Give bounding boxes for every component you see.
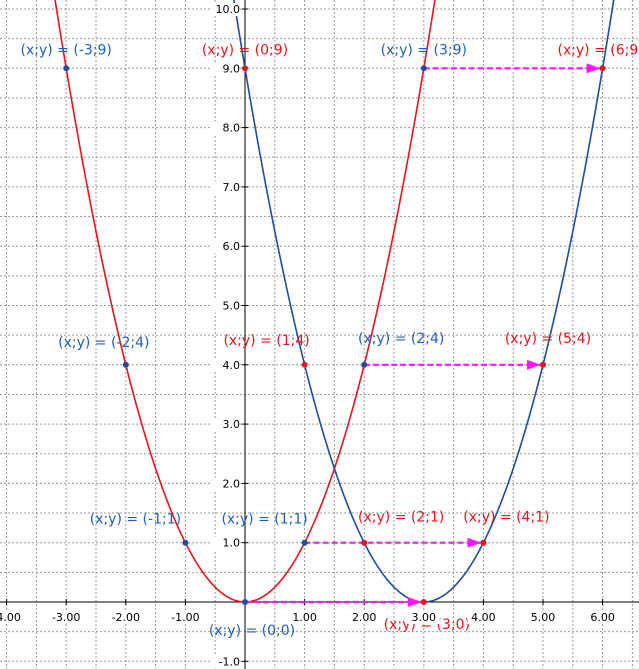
data-point: [63, 65, 70, 72]
data-point: [420, 599, 427, 605]
x-tick-label-bg: [348, 611, 381, 624]
y-tick-label-bg: [210, 418, 240, 432]
point-label: (x;y) = (1;4): [223, 333, 309, 349]
y-tick-label: 8.0: [223, 122, 241, 135]
x-tick-label: 5.00: [531, 611, 556, 624]
x-tick-label: -2.00: [112, 611, 140, 624]
data-point: [122, 361, 129, 368]
point-label: (x;y) = (0;0): [209, 623, 295, 639]
data-point: [540, 361, 546, 368]
x-tick-label-bg: [169, 611, 202, 624]
y-tick-label: 5.0: [223, 300, 241, 313]
point-label: (x;y) = (1;1): [221, 512, 307, 528]
y-tick-label: 4.0: [223, 359, 241, 372]
point-label: (x;y) = (0;9): [202, 42, 288, 58]
data-point: [301, 361, 308, 368]
x-tick-label-bg: [467, 611, 500, 624]
point-labels: (x;y) = (-3;9) (x;y) = (0;9) (x;y) = (3;9)…: [21, 42, 639, 639]
point-label: (x;y) = (-1;1): [90, 512, 181, 528]
point-label: (x;y) = (-3;9): [21, 42, 112, 58]
y-tick-label: 10.0: [216, 3, 241, 16]
x-tick-label-bg: [50, 611, 83, 624]
point-label: (x;y) = (3;9): [381, 42, 467, 58]
y-tick-label-bg: [210, 358, 240, 372]
y-tick-label-bg: [210, 3, 240, 16]
x-tick-label: 4.00: [471, 611, 496, 624]
y-tick-label-bg: [210, 180, 240, 194]
data-point: [361, 539, 368, 546]
data-point: [242, 65, 248, 72]
data-point: [480, 539, 487, 546]
x-tick-label-bg: [109, 611, 142, 624]
shift-arrows: [245, 63, 601, 607]
point-label: (x;y) = (4;1): [463, 510, 549, 526]
y-tick-label: 6.0: [223, 240, 241, 253]
x-tick-label-bg: [0, 611, 23, 624]
y-tick-label-bg: [210, 536, 240, 550]
point-label: (x;y) = (-2;4): [58, 335, 149, 351]
x-tick-label: 3.00: [412, 611, 437, 624]
series-line-1: [233, 0, 615, 603]
y-tick-label: 1.0: [223, 537, 241, 550]
y-tick-label: 7.0: [223, 181, 241, 194]
data-point: [361, 361, 368, 368]
data-point: [599, 65, 606, 72]
point-label: (x;y) = (2;4): [358, 331, 444, 347]
x-tick-label-bg: [407, 611, 440, 624]
point-label: (x;y) = (6;9): [557, 42, 639, 58]
data-point: [420, 65, 427, 72]
y-tick-label-bg: [210, 62, 240, 76]
y-tick-label-bg: [210, 655, 240, 669]
y-tick-label: 2.0: [223, 477, 241, 490]
point-label: (x;y) = (3;0): [384, 617, 470, 633]
x-tick-label: -1.00: [171, 611, 199, 624]
data-point: [242, 599, 248, 605]
y-tick-label: 9.0: [223, 62, 241, 75]
x-tick-label-bg: [288, 611, 321, 624]
data-point: [182, 539, 189, 546]
series-line-0: [54, 0, 436, 603]
x-tick-label-bg: [527, 611, 559, 624]
x-tick-label: 1.00: [292, 611, 317, 624]
y-tick-label-bg: [210, 121, 240, 135]
x-tick-label-bg: [586, 611, 619, 624]
x-tick-label: 2.00: [352, 611, 377, 624]
point-label: (x;y) = (5;4): [505, 331, 591, 347]
point-label: (x;y) = (2;1): [358, 510, 444, 526]
y-tick-label-bg: [210, 477, 240, 491]
curves: [54, 0, 615, 603]
tick-labels: -4.00 -3.00 -2.00 -1.00 1.00 2.00 3.00 4.00 5.00…: [0, 3, 619, 669]
x-tick-label: -3.00: [52, 611, 80, 624]
y-tick-label-bg: [210, 299, 240, 313]
y-tick-label-bg: [210, 240, 240, 254]
x-tick-label: -4.00: [0, 611, 21, 624]
y-tick-label: 3.0: [223, 418, 241, 431]
data-point: [301, 539, 308, 546]
points: [63, 65, 606, 605]
y-tick-label: -1.0: [219, 655, 240, 668]
x-tick-label: 6.00: [590, 611, 615, 624]
